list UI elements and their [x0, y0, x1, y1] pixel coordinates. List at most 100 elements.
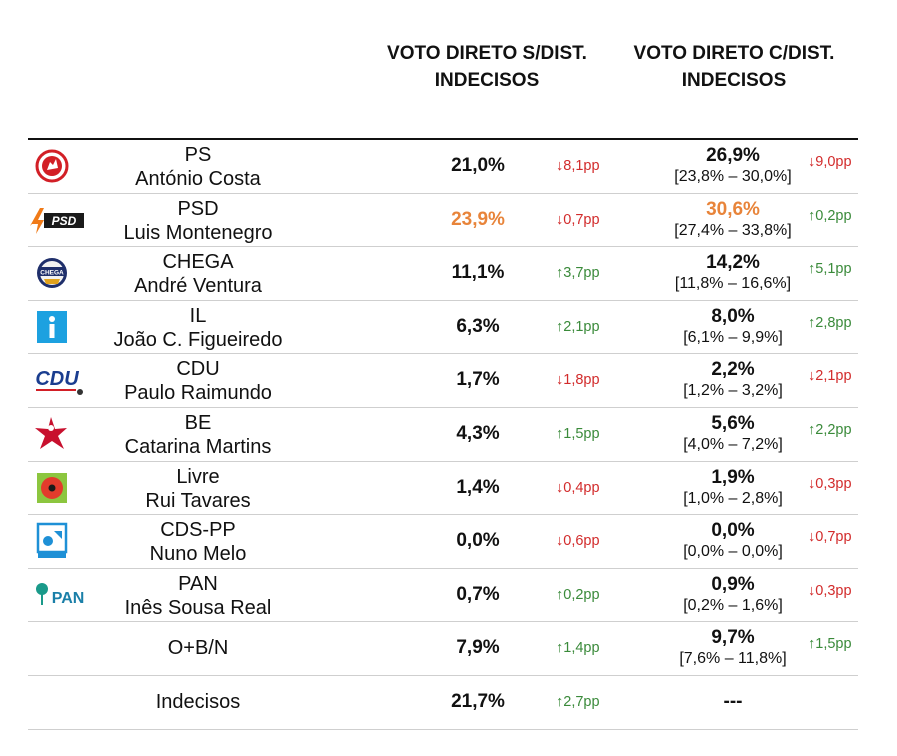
- change-with-distribution: ↑2,2pp: [808, 421, 852, 438]
- vote-with-distribution: 1,9%: [711, 466, 755, 488]
- leader-name: Luis Montenegro: [123, 221, 273, 244]
- table-row: IL João C. Figueiredo 6,3% ↑2,1pp 8,0% [6,1% …: [28, 301, 858, 355]
- cdu-logo: CDU: [28, 360, 88, 400]
- change-without-distribution: ↑2,7pp: [556, 693, 600, 710]
- column-header-line: INDECISOS: [434, 70, 540, 91]
- party-cell: Indecisos: [88, 690, 308, 714]
- vote-with-distribution: 9,7%: [711, 627, 755, 649]
- vote-without-distribution: 1,7%: [456, 369, 500, 391]
- column-header-line: VOTO DIRETO C/DIST.: [633, 43, 835, 64]
- party-cell: BE Catarina Martins: [88, 411, 308, 459]
- party-cell: PSD Luis Montenegro: [88, 197, 308, 245]
- vote-with-distribution: ---: [723, 690, 743, 712]
- party-name: PAN: [178, 572, 218, 595]
- change-with-distribution: ↑0,2pp: [808, 207, 852, 224]
- change-with-distribution: ↓0,7pp: [808, 529, 852, 546]
- leader-name: Catarina Martins: [124, 435, 272, 458]
- leader-name: Inês Sousa Real: [124, 596, 272, 619]
- party-cell: CHEGA André Ventura: [88, 250, 308, 298]
- confidence-interval: [27,4% – 33,8%]: [674, 221, 792, 239]
- party-name: Livre: [176, 465, 220, 488]
- vote-without-distribution: 0,7%: [456, 583, 500, 605]
- vote-without-distribution: 23,9%: [451, 208, 505, 230]
- change-without-distribution: ↑1,4pp: [556, 640, 600, 657]
- change-with-distribution: ↓2,1pp: [808, 368, 852, 385]
- change-with-distribution: ↓0,3pp: [808, 582, 852, 599]
- party-cell: PAN Inês Sousa Real: [88, 572, 308, 620]
- change-without-distribution: ↑1,5pp: [556, 425, 600, 442]
- change-with-distribution: ↑2,8pp: [808, 314, 852, 331]
- vote-without-distribution: 21,7%: [451, 690, 505, 712]
- table-row: Livre Rui Tavares 1,4% ↓0,4pp 1,9% [1,0% – 2,…: [28, 462, 858, 516]
- il-logo: [28, 307, 88, 347]
- livre-logo: [28, 468, 88, 508]
- header-divider: [28, 138, 858, 140]
- change-with-distribution: ↓9,0pp: [808, 154, 852, 170]
- column-header-without-distribution: VOTO DIRETO S/DIST. INDECISOS: [372, 40, 602, 94]
- leader-name: Rui Tavares: [145, 489, 251, 512]
- psd-logo: PSD: [28, 200, 88, 240]
- vote-with-distribution: 0,9%: [711, 573, 755, 595]
- vote-without-distribution: 0,0%: [456, 530, 500, 552]
- party-cell: CDS-PP Nuno Melo: [88, 518, 308, 566]
- vote-with-distribution: 26,9%: [706, 145, 760, 166]
- confidence-interval: [6,1% – 9,9%]: [683, 328, 783, 346]
- column-header-line: INDECISOS: [681, 70, 787, 91]
- party-cell: O+B/N: [88, 636, 308, 660]
- confidence-interval: [0,2% – 1,6%]: [683, 596, 783, 614]
- vote-without-distribution: 7,9%: [456, 637, 500, 659]
- party-name: Indecisos: [155, 690, 241, 713]
- confidence-interval: [0,0% – 0,0%]: [683, 543, 783, 561]
- party-cell: IL João C. Figueiredo: [88, 304, 308, 352]
- table-row: PAN PAN Inês Sousa Real 0,7% ↑0,2pp 0,9% [0,2%…: [28, 569, 858, 623]
- table-row: BE Catarina Martins 4,3% ↑1,5pp 5,6% [4,0% – …: [28, 408, 858, 462]
- vote-with-distribution: 2,2%: [711, 359, 755, 381]
- table-row: CHEGA CHEGA André Ventura 11,1% ↑3,7pp 14,2%[…: [28, 247, 858, 301]
- vote-with-distribution: 14,2%: [706, 252, 760, 274]
- svg-text:CHEGA: CHEGA: [40, 270, 64, 277]
- confidence-interval: [1,2% – 3,2%]: [683, 382, 783, 400]
- svg-text:PAN: PAN: [52, 590, 85, 607]
- party-name: PS: [184, 144, 212, 166]
- leader-name: Nuno Melo: [149, 543, 247, 566]
- party-name: CHEGA: [162, 251, 234, 274]
- leader-name: Paulo Raimundo: [124, 382, 272, 405]
- chega-logo: CHEGA: [28, 253, 88, 293]
- table-row: CDU CDU Paulo Raimundo 1,7% ↓1,8pp 2,2% [1,2% …: [28, 354, 858, 408]
- change-without-distribution: ↓0,7pp: [556, 211, 600, 228]
- confidence-interval: [23,8% – 30,0%]: [674, 168, 792, 185]
- be-logo: [28, 414, 88, 454]
- change-with-distribution: ↑5,1pp: [808, 261, 852, 278]
- confidence-interval: [11,8% – 16,6%]: [674, 275, 792, 293]
- vote-without-distribution: 4,3%: [456, 422, 500, 444]
- confidence-interval: [7,6% – 11,8%]: [679, 650, 787, 668]
- vote-without-distribution: 6,3%: [456, 315, 500, 337]
- column-header-with-distribution: VOTO DIRETO C/DIST. INDECISOS: [618, 40, 850, 94]
- table-row: O+B/N 7,9% ↑1,4pp 9,7% [7,6% – 11,8%] ↑1,5pp: [28, 622, 858, 676]
- poll-results-table: PS António Costa 21,0% ↓8,1pp 26,9% [23,8% – …: [28, 140, 858, 730]
- leader-name: André Ventura: [134, 275, 262, 298]
- vote-without-distribution: 21,0%: [451, 155, 505, 176]
- party-name: IL: [189, 304, 207, 327]
- change-without-distribution: ↓8,1pp: [556, 158, 600, 174]
- party-cell: PS António Costa: [88, 143, 308, 191]
- confidence-interval: [1,0% – 2,8%]: [683, 489, 783, 507]
- vote-with-distribution: 5,6%: [711, 412, 755, 434]
- pan-logo: PAN: [28, 575, 88, 615]
- table-row: CDS-PP Nuno Melo 0,0% ↓0,6pp 0,0% [0,0% – 0,0…: [28, 515, 858, 569]
- change-without-distribution: ↓0,6pp: [556, 533, 600, 550]
- vote-without-distribution: 11,1%: [451, 262, 505, 284]
- party-name: O+B/N: [167, 637, 229, 660]
- vote-with-distribution: 0,0%: [711, 520, 755, 542]
- table-row: Indecisos 21,7% ↑2,7pp ---: [28, 676, 858, 730]
- confidence-interval: [4,0% – 7,2%]: [683, 435, 783, 453]
- change-without-distribution: ↓0,4pp: [556, 479, 600, 496]
- vote-without-distribution: 1,4%: [456, 476, 500, 498]
- table-row: PSD PSD Luis Montenegro 23,9% ↓0,7pp 30,6% [27…: [28, 194, 858, 248]
- leader-name: João C. Figueiredo: [113, 328, 283, 351]
- party-name: BE: [184, 411, 212, 434]
- svg-text:CDU: CDU: [35, 368, 79, 390]
- party-name: CDU: [176, 358, 220, 381]
- party-name: CDS-PP: [160, 519, 236, 542]
- leader-name: António Costa: [135, 168, 261, 190]
